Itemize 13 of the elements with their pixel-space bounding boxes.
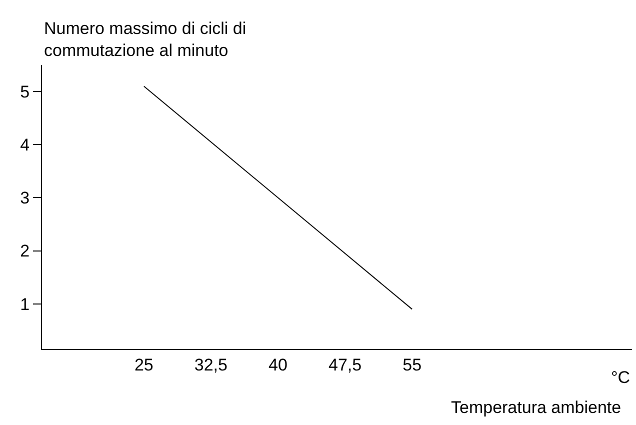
y-axis-title: Numero massimo di cicli di commutazione al minuto (44, 19, 246, 60)
y-tick-label: 3 (20, 188, 30, 208)
x-tick-label: 55 (402, 355, 422, 374)
y-tick-label: 2 (20, 242, 30, 261)
text: °C (611, 368, 630, 387)
y-tick-label: 5 (20, 82, 30, 102)
y-tick-label: 4 (20, 136, 30, 155)
x-tick-label: 25 (134, 355, 154, 374)
y-tick-label: 1 (20, 294, 30, 314)
x-tick-label: 40 (268, 355, 288, 374)
x-tick-label: 47,5 (328, 355, 362, 374)
x-tick-label: 32,5 (194, 355, 228, 374)
x-axis-title: Temperatura ambiente (451, 398, 622, 417)
